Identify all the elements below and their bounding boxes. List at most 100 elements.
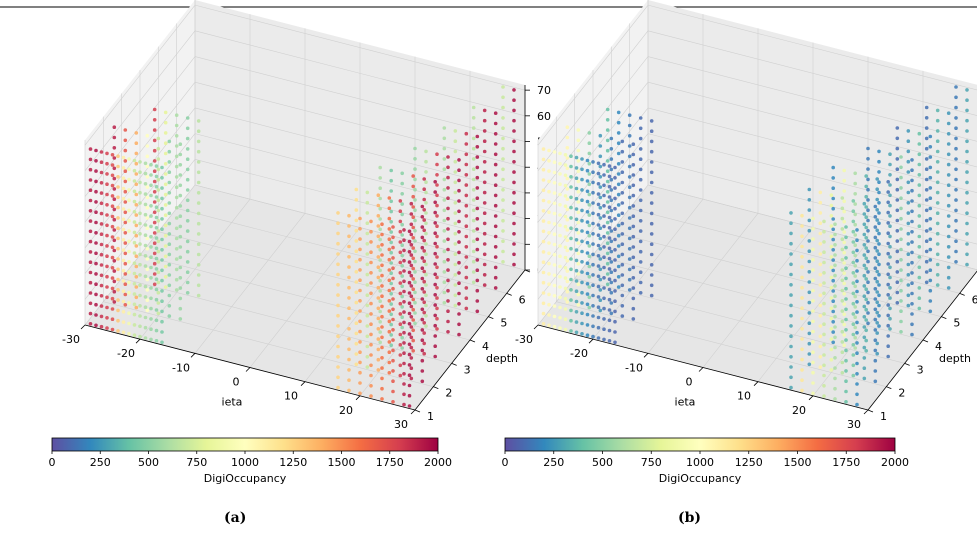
- data-point: [800, 234, 804, 239]
- data-point: [475, 299, 480, 303]
- data-point: [422, 177, 427, 181]
- data-point: [873, 287, 878, 291]
- data-point: [638, 126, 643, 131]
- data-point: [910, 332, 914, 337]
- data-point: [620, 211, 625, 216]
- data-point: [424, 293, 428, 298]
- data-point: [446, 258, 450, 262]
- data-point: [946, 162, 951, 167]
- data-point: [152, 261, 157, 266]
- data-point: [152, 190, 157, 194]
- data-point: [866, 187, 870, 192]
- data-point: [910, 199, 914, 203]
- data-point: [866, 321, 870, 326]
- data-point: [877, 242, 881, 246]
- data-point: [607, 297, 612, 302]
- data-point: [99, 150, 104, 154]
- data-point: [134, 213, 139, 217]
- data-point: [602, 255, 606, 259]
- data-point: [910, 291, 914, 296]
- data-point: [855, 330, 859, 335]
- data-point: [851, 229, 856, 234]
- data-point: [888, 275, 892, 280]
- data-point: [853, 264, 857, 268]
- data-point: [910, 209, 914, 214]
- data-point: [924, 270, 929, 274]
- data-point: [917, 265, 922, 270]
- data-point: [457, 168, 461, 172]
- data-point: [602, 214, 606, 218]
- data-point: [94, 169, 98, 173]
- data-point: [336, 375, 340, 380]
- x-tick: [533, 324, 539, 330]
- data-point: [886, 303, 890, 307]
- data-point: [631, 296, 636, 301]
- data-point: [365, 231, 370, 236]
- data-point: [152, 251, 157, 256]
- data-point: [587, 233, 592, 238]
- data-point: [833, 335, 837, 340]
- data-point: [453, 201, 458, 205]
- data-point: [433, 334, 438, 338]
- data-point: [145, 288, 150, 292]
- data-point: [580, 239, 584, 244]
- data-point: [607, 318, 612, 323]
- data-point: [116, 277, 120, 282]
- data-point: [94, 261, 98, 266]
- gridline-y-floor: [556, 301, 887, 387]
- data-point: [565, 135, 570, 140]
- data-point: [154, 297, 159, 302]
- data-point: [565, 125, 570, 129]
- data-point: [954, 239, 958, 243]
- data-point: [127, 311, 131, 316]
- data-point: [409, 253, 414, 257]
- data-point: [946, 132, 951, 136]
- data-point: [899, 196, 903, 200]
- data-point: [512, 129, 516, 133]
- data-point: [873, 215, 878, 219]
- y-tick-label: 5: [500, 317, 507, 330]
- data-point: [512, 221, 516, 226]
- data-point: [132, 271, 137, 276]
- data-point: [365, 365, 370, 369]
- data-point: [99, 201, 104, 206]
- data-point: [807, 300, 812, 305]
- data-point: [851, 332, 856, 337]
- data-point: [167, 232, 172, 236]
- data-point: [855, 228, 859, 232]
- data-point: [928, 134, 933, 139]
- data-point: [422, 269, 427, 274]
- data-point: [512, 170, 516, 174]
- data-point: [552, 324, 557, 329]
- gridline-z-back: [647, 81, 977, 168]
- data-point: [895, 126, 900, 130]
- data-point: [420, 204, 425, 209]
- data-point: [853, 274, 857, 278]
- data-point: [576, 138, 581, 143]
- data-point: [800, 378, 804, 383]
- data-point: [493, 245, 498, 249]
- data-point: [910, 281, 914, 286]
- data-point: [906, 252, 911, 256]
- data-point: [464, 214, 469, 218]
- data-point: [174, 267, 179, 272]
- data-point: [552, 191, 557, 195]
- data-point: [598, 277, 603, 282]
- data-point: [413, 146, 417, 151]
- data-point: [853, 233, 857, 237]
- data-point: [116, 298, 120, 302]
- data-point: [347, 337, 351, 341]
- data-point: [112, 228, 117, 232]
- data-point: [433, 272, 438, 277]
- data-point: [946, 245, 951, 249]
- data-point: [602, 234, 606, 239]
- data-point: [591, 334, 595, 339]
- data-point: [501, 95, 505, 100]
- data-point: [558, 192, 562, 197]
- data-point: [607, 215, 612, 220]
- data-point: [145, 308, 150, 313]
- data-point: [631, 265, 636, 270]
- data-point: [895, 301, 900, 305]
- data-point: [591, 221, 595, 226]
- data-point: [833, 294, 837, 299]
